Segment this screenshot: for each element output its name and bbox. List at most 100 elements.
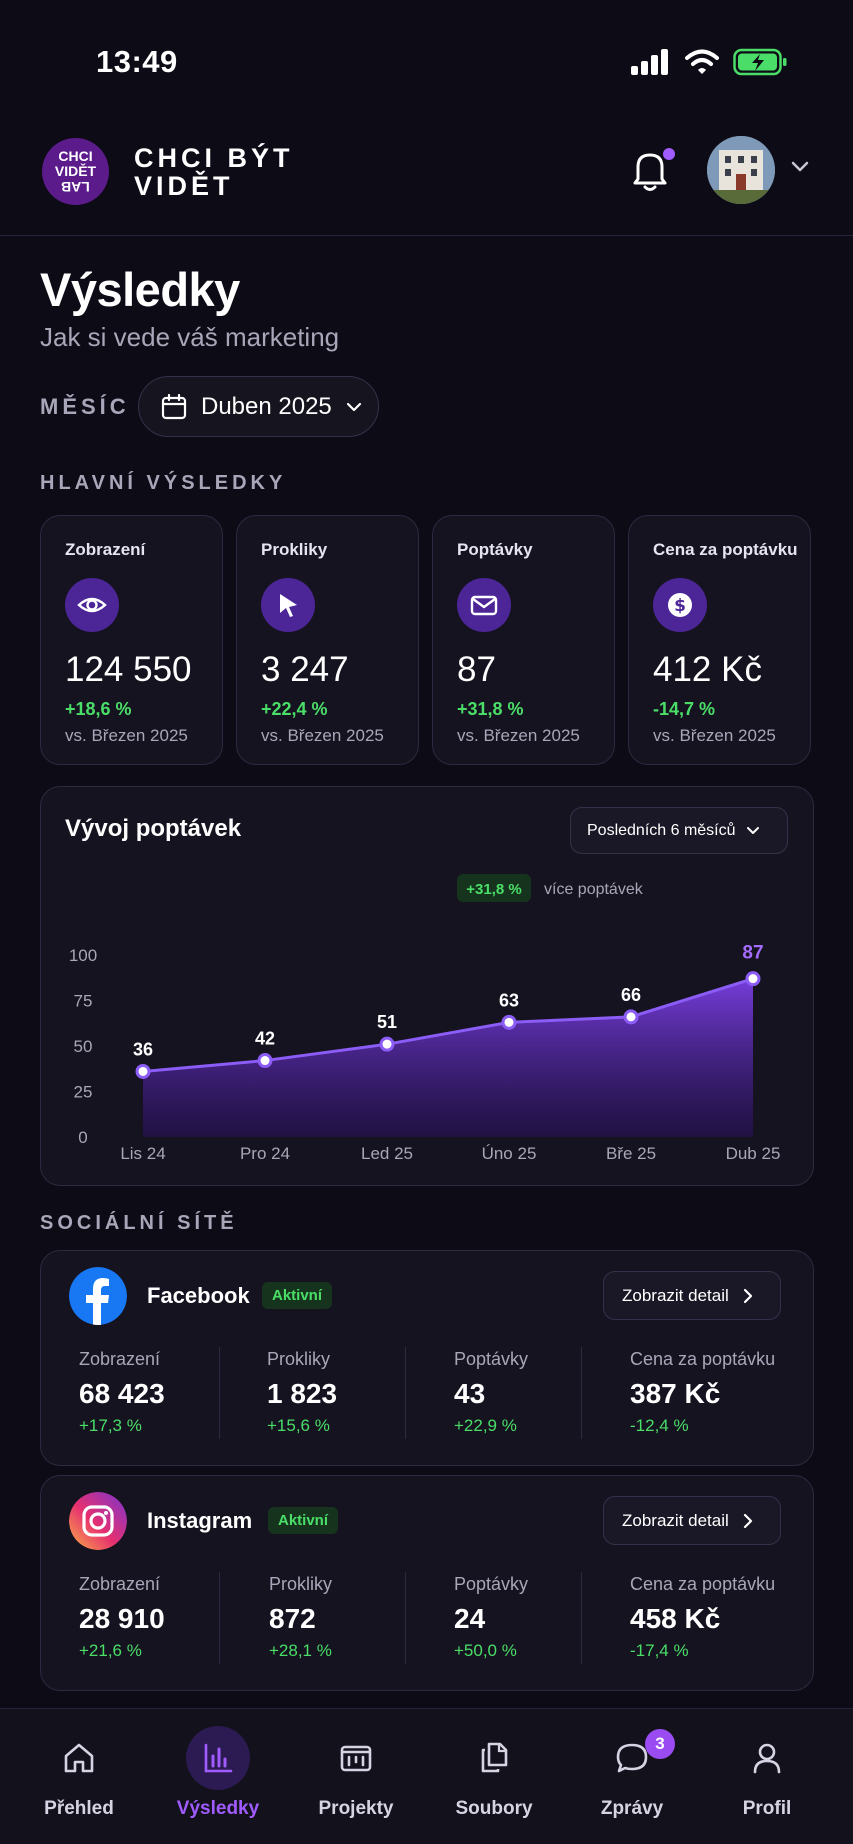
kpi-label: Cena za poptávku: [653, 540, 798, 559]
tab-results[interactable]: Výsledky: [147, 1709, 289, 1844]
kpi-comparison: vs. Březen 2025: [261, 726, 384, 745]
metric-label: Prokliky: [267, 1349, 331, 1369]
show-detail-button[interactable]: Zobrazit detail: [603, 1271, 781, 1320]
data-label: 63: [499, 990, 519, 1010]
avatar-image: [707, 136, 775, 204]
metric-change: +21,6 %: [79, 1641, 142, 1660]
kpi-comparison: vs. Březen 2025: [457, 726, 580, 745]
metric-label: Cena za poptávku: [630, 1574, 776, 1594]
kpi-change: +18,6 %: [65, 699, 132, 719]
x-tick-label: Úno 25: [482, 1144, 537, 1163]
range-value: Posledních 6 měsíců: [587, 821, 736, 839]
tab-messages[interactable]: 3 Zprávy: [561, 1709, 703, 1844]
notification-dot: [663, 148, 675, 160]
metric-change: -12,4 %: [630, 1416, 689, 1435]
page-subtitle: Jak si vede váš marketing: [40, 322, 340, 352]
chevron-down-icon[interactable]: [790, 160, 810, 174]
y-tick-label: 0: [78, 1128, 87, 1147]
avatar[interactable]: [707, 136, 775, 204]
kpi-change: -14,7 %: [653, 699, 716, 719]
data-point: [135, 1063, 151, 1079]
status-time: 13:49: [96, 44, 178, 79]
metric-inquiries: Poptávky 24 +50,0 %: [454, 1574, 528, 1661]
status-bar: 13:49: [0, 0, 853, 120]
kpi-label: Poptávky: [457, 540, 533, 559]
trend-badge-bg: [457, 874, 531, 902]
data-point: [379, 1036, 395, 1052]
logo-line: CHCI: [58, 148, 93, 164]
kpi-comparison: vs. Březen 2025: [65, 726, 188, 745]
chevron-right-icon: [743, 1288, 752, 1303]
area-fill: [143, 978, 753, 1137]
y-tick-label: 75: [74, 992, 93, 1011]
x-tick-label: Bře 25: [606, 1144, 656, 1163]
files-icon: [462, 1726, 526, 1790]
instagram-icon: [69, 1492, 127, 1550]
status-badge: Aktivní: [262, 1282, 333, 1309]
board-icon: [324, 1726, 388, 1790]
kpi-value: 3 247: [261, 650, 349, 689]
y-tick-label: 50: [74, 1037, 93, 1056]
metric-value: 1 823: [267, 1378, 338, 1409]
data-label: 87: [742, 943, 763, 964]
range-select[interactable]: Posledních 6 měsíců: [570, 807, 788, 854]
tab-files[interactable]: Soubory: [423, 1709, 565, 1844]
kpi-card-cost[interactable]: Cena za poptávku $ 412 Kč -14,7 % vs. Bř…: [628, 515, 811, 765]
trend-badge-text: více poptávek: [544, 881, 644, 898]
chevron-right-icon: [743, 1513, 752, 1528]
brand-line: CHCI BÝT: [134, 143, 294, 173]
metric-clicks: Prokliky 872 +28,1 %: [269, 1574, 332, 1661]
social-name: Instagram: [147, 1508, 253, 1533]
data-label: 51: [377, 1012, 397, 1032]
month-select[interactable]: Duben 2025: [138, 376, 379, 437]
section-label-social: SOCIÁLNÍ SÍTĚ: [40, 1212, 238, 1234]
tab-projects[interactable]: Projekty: [285, 1709, 427, 1844]
series-line: [142, 977, 754, 1073]
kpi-value: 124 550: [65, 650, 192, 689]
chart-icon: [186, 1726, 250, 1790]
metric-clicks: Prokliky 1 823 +15,6 %: [267, 1349, 337, 1436]
data-point: [745, 971, 761, 987]
brand-logo[interactable]: CHCI VIDĚT LAB: [42, 138, 109, 205]
kpi-card-views[interactable]: Zobrazení 124 550 +18,6 % vs. Březen 202…: [40, 515, 223, 765]
metric-label: Poptávky: [454, 1349, 529, 1369]
data-point: [257, 1053, 273, 1069]
social-card-instagram: Instagram Aktivní Zobrazit detail Zobraz…: [40, 1475, 814, 1691]
tab-label: Projekty: [318, 1798, 394, 1819]
metric-value: 68 423: [79, 1378, 165, 1409]
metric-inquiries: Poptávky 43 +22,9 %: [454, 1349, 528, 1436]
kpi-label: Prokliky: [261, 540, 328, 559]
chevron-down-icon: [746, 826, 759, 834]
trend-chart: +31,8 % více poptávek 0 25 50 75 100 36 Lis 24…: [69, 874, 781, 1163]
show-detail-button[interactable]: Zobrazit detail: [603, 1496, 781, 1545]
month-label: MĚSÍC: [40, 394, 130, 419]
bell-icon[interactable]: [630, 148, 670, 192]
tab-overview[interactable]: Přehled: [8, 1709, 150, 1844]
divider: [405, 1572, 406, 1664]
tab-profile[interactable]: Profil: [696, 1709, 838, 1844]
divider: [581, 1572, 582, 1664]
tab-label: Soubory: [455, 1798, 533, 1819]
metric-change: +22,9 %: [454, 1416, 517, 1435]
kpi-value: 87: [457, 650, 496, 689]
kpi-comparison: vs. Březen 2025: [653, 726, 776, 745]
metric-label: Zobrazení: [79, 1349, 161, 1369]
show-detail-label: Zobrazit detail: [622, 1510, 729, 1530]
metric-label: Poptávky: [454, 1574, 529, 1594]
metric-views: Zobrazení 68 423 +17,3 %: [79, 1349, 165, 1436]
kpi-change: +31,8 %: [457, 699, 524, 719]
kpi-card-clicks[interactable]: Prokliky 3 247 +22,4 % vs. Březen 2025: [236, 515, 419, 765]
x-tick-label: Dub 25: [726, 1144, 781, 1163]
metric-change: +17,3 %: [79, 1416, 142, 1435]
y-tick-label: 25: [74, 1083, 93, 1102]
tab-label: Přehled: [44, 1798, 114, 1819]
chart-title: Vývoj poptávek: [65, 815, 242, 842]
home-icon: [47, 1726, 111, 1790]
social-card-facebook: Facebook Aktivní Zobrazit detail Zobraze…: [40, 1250, 814, 1466]
eye-icon: [65, 578, 119, 632]
app-header: CHCI VIDĚT LAB CHCI BÝT VIDĚT: [0, 120, 853, 236]
tab-label: Výsledky: [176, 1798, 260, 1819]
inquiries-trend-card: +31,8 % více poptávek 0 25 50 75 100 36 Lis 24…: [40, 786, 814, 1186]
kpi-card-inquiries[interactable]: Poptávky 87 +31,8 % vs. Březen 2025: [432, 515, 615, 765]
calendar-icon: [161, 393, 187, 419]
